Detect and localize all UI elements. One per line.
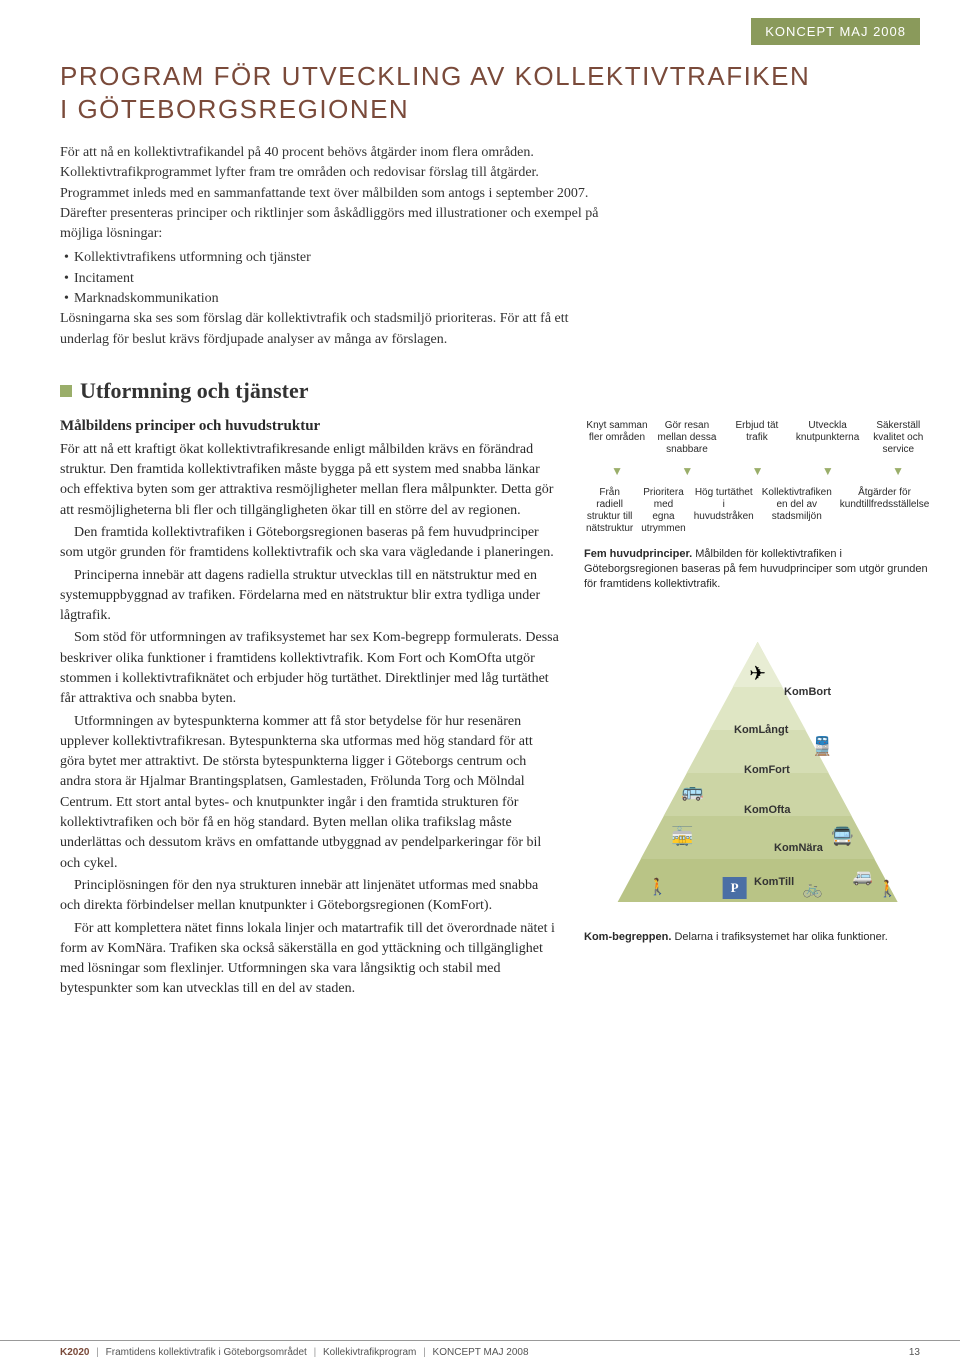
- footer-part: KONCEPT MAJ 2008: [433, 1347, 529, 1358]
- body-text-column: Målbildens principer och huvudstruktur F…: [60, 416, 560, 1002]
- pyramid-caption: Kom-begreppen. Delarna i trafiksystemet …: [584, 930, 931, 945]
- svg-text:🚲: 🚲: [803, 881, 823, 898]
- svg-text:🚐: 🚐: [853, 869, 873, 886]
- sidebar-column: Knyt samman fler områden Gör resan mella…: [584, 416, 931, 1002]
- svg-text:P: P: [731, 880, 739, 895]
- body-paragraph: För att komplettera nätet finns lokala l…: [60, 919, 560, 1000]
- pyramid-label: KomTill: [754, 876, 794, 888]
- title-line-1: PROGRAM FÖR UTVECKLING AV KOLLEKTIVTRAFI…: [60, 61, 810, 91]
- arrow-down-icon: ▼: [865, 464, 931, 479]
- pyramid-label: KomFort: [744, 764, 790, 776]
- principle-cell: Utveckla knutpunkterna: [794, 416, 861, 460]
- principle-cell: Erbjud tät trafik: [724, 416, 790, 460]
- pyramid-diagram: ✈ 🚆 🚌 🚋 🚍 🚐 🚶 🚶 🚲 P KomBort KomLångt Kom…: [584, 632, 931, 922]
- principle-cell: Från radiell struktur till nätstruktur: [584, 483, 635, 539]
- section-bullet-icon: [60, 385, 72, 397]
- svg-text:🚋: 🚋: [671, 825, 693, 846]
- principle-cell: Hög turtäthet i huvudstråken: [692, 483, 756, 539]
- body-paragraph: Utformningen av bytespunkterna kommer at…: [60, 712, 560, 874]
- principles-caption: Fem huvudprinciper. Målbilden för kollek…: [584, 547, 931, 592]
- arrow-down-icon: ▼: [795, 464, 861, 479]
- intro-paragraph-1: För att nå en kollektivtrafikandel på 40…: [60, 143, 600, 244]
- svg-text:🚆: 🚆: [811, 735, 833, 756]
- pyramid-label: KomLångt: [734, 724, 788, 736]
- page-number: 13: [909, 1347, 920, 1358]
- page-footer: K2020 | Framtidens kollektivtrafik i Göt…: [0, 1340, 960, 1358]
- svg-text:🚌: 🚌: [681, 781, 703, 801]
- body-paragraph: Den framtida kollektivtrafiken i Götebor…: [60, 523, 560, 564]
- pyramid-label: KomOfta: [744, 804, 790, 816]
- svg-text:✈: ✈: [749, 663, 766, 685]
- principle-cell: Kollektivtrafiken en del av stadsmiljön: [760, 483, 834, 539]
- pyramid-label: KomBort: [784, 686, 831, 698]
- svg-text:🚶: 🚶: [648, 877, 668, 896]
- svg-text:🚶: 🚶: [878, 879, 898, 898]
- bullet-item: Incitament: [64, 269, 600, 289]
- principle-cell: Åtgärder för kundtillfredsställelse: [838, 483, 931, 539]
- principles-bottom-row: Från radiell struktur till nätstruktur P…: [584, 483, 931, 539]
- body-paragraph: Som stöd för utformningen av trafiksyste…: [60, 628, 560, 709]
- section-header: Utformning och tjänster: [0, 354, 960, 416]
- arrow-down-icon: ▼: [654, 464, 720, 479]
- body-paragraph: För att nå ett kraftigt ökat kollektivtr…: [60, 440, 560, 521]
- caption-bold: Fem huvudprinciper.: [584, 548, 692, 560]
- principle-cell: Gör resan mellan dessa snabbare: [654, 416, 720, 460]
- body-paragraph: Principerna innebär att dagens radiella …: [60, 566, 560, 627]
- header-tag: KONCEPT MAJ 2008: [751, 18, 920, 45]
- arrow-row: ▼ ▼ ▼ ▼ ▼: [584, 464, 931, 479]
- section-title: Utformning och tjänster: [80, 378, 309, 403]
- bullet-item: Marknadskommunikation: [64, 289, 600, 309]
- principle-cell: Prioritera med egna utrymmen: [639, 483, 687, 539]
- svg-text:🚍: 🚍: [831, 826, 853, 846]
- principles-top-row: Knyt samman fler områden Gör resan mella…: [584, 416, 931, 460]
- bullet-item: Kollektivtrafikens utformning och tjänst…: [64, 248, 600, 268]
- intro-paragraph-2: Lösningarna ska ses som förslag där koll…: [60, 309, 600, 350]
- footer-k2020: K2020: [60, 1347, 89, 1358]
- arrow-down-icon: ▼: [725, 464, 791, 479]
- caption-bold: Kom-begreppen.: [584, 931, 671, 943]
- bullet-list: Kollektivtrafikens utformning och tjänst…: [60, 248, 600, 309]
- footer-breadcrumb: K2020 | Framtidens kollektivtrafik i Göt…: [60, 1347, 529, 1358]
- pyramid-label: KomNära: [774, 842, 823, 854]
- intro-block: För att nå en kollektivtrafikandel på 40…: [0, 143, 960, 350]
- footer-part: Kollekivtrafikprogram: [323, 1347, 416, 1358]
- subheading: Målbildens principer och huvudstruktur: [60, 416, 560, 438]
- footer-part: Framtidens kollektivtrafik i Göteborgsom…: [106, 1347, 307, 1358]
- body-paragraph: Principlösningen för den nya strukturen …: [60, 876, 560, 917]
- caption-text: Delarna i trafiksystemet har olika funkt…: [671, 931, 887, 943]
- principle-cell: Knyt samman fler områden: [584, 416, 650, 460]
- principle-cell: Säkerställ kvalitet och service: [865, 416, 931, 460]
- arrow-down-icon: ▼: [584, 464, 650, 479]
- title-line-2: I GÖTEBORGSREGIONEN: [60, 94, 409, 124]
